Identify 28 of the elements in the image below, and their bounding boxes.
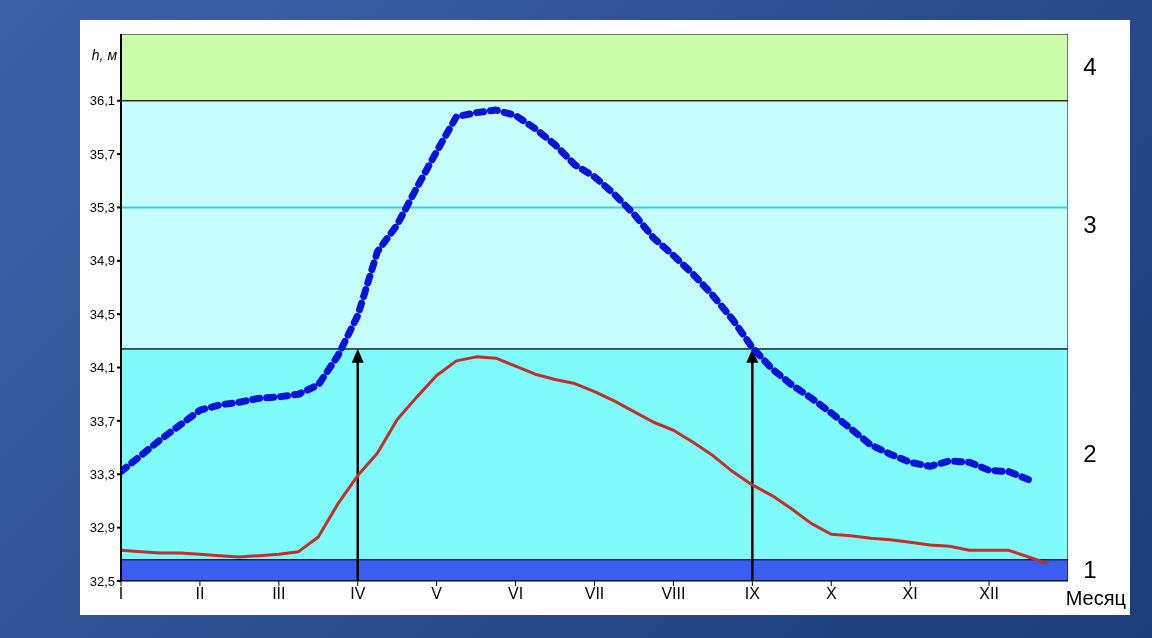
band-label: 4 — [1083, 53, 1097, 81]
x-tick-label: I — [118, 585, 124, 603]
y-tick-label: 34,9 — [89, 253, 115, 269]
y-tick-label: 33,3 — [89, 466, 115, 482]
band-label: 1 — [1083, 556, 1097, 584]
x-tick-label: X — [825, 585, 837, 603]
band-label: 2 — [1083, 440, 1097, 468]
x-tick-label: IV — [350, 585, 366, 603]
x-tick-label: VI — [508, 585, 524, 603]
y-tick-label: 32,9 — [89, 520, 115, 536]
x-tick-label: II — [195, 585, 205, 603]
y-tick-label: 35,3 — [89, 200, 115, 216]
x-tick-label: XII — [979, 585, 999, 603]
y-tick-label: 35,7 — [89, 146, 115, 162]
y-axis-title: h, м — [91, 47, 118, 63]
y-tick-label: 32,5 — [89, 573, 115, 589]
x-tick-label: IX — [744, 585, 761, 603]
y-tick-label: 36,1 — [89, 93, 115, 109]
x-tick-label: V — [431, 585, 443, 603]
x-tick-label: III — [272, 585, 286, 603]
y-tick-label: 33,7 — [89, 413, 115, 429]
y-tick-label: 34,5 — [89, 306, 115, 322]
x-axis-title: Месяц — [1065, 587, 1126, 609]
y-tick-label: 34,1 — [89, 360, 115, 376]
x-tick-label: VII — [584, 585, 605, 603]
x-tick-label: XI — [902, 585, 918, 603]
x-tick-label: VIII — [661, 585, 686, 603]
band-label: 3 — [1083, 210, 1097, 238]
